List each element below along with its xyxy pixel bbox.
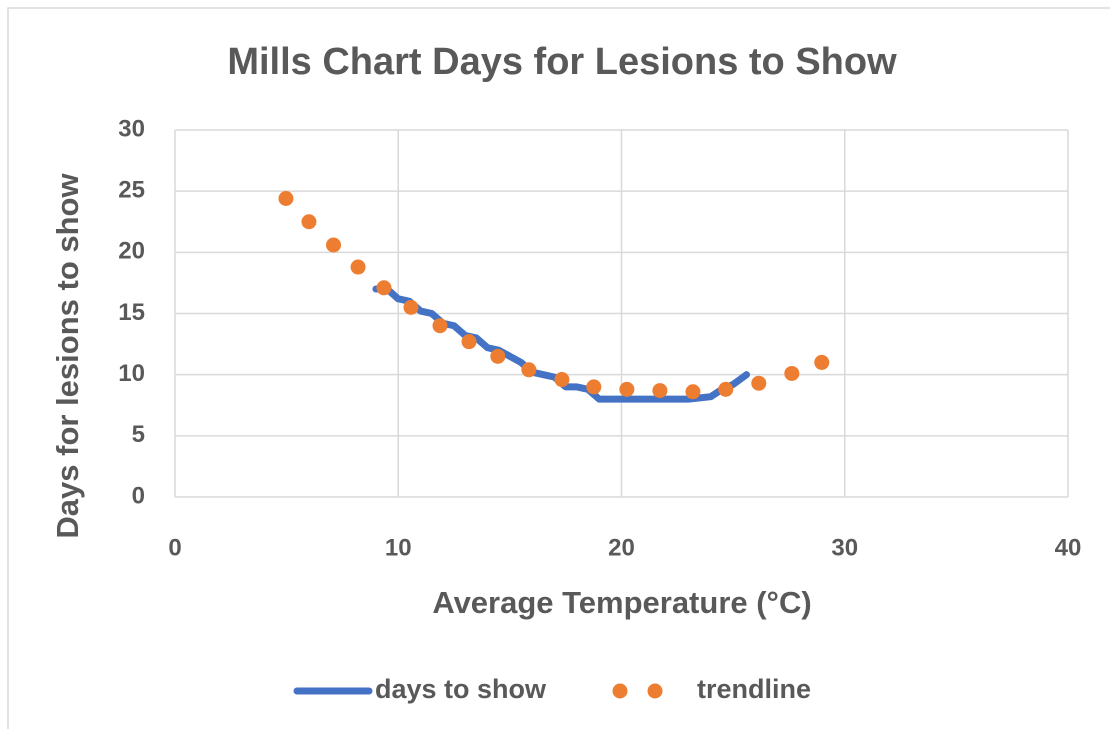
data-point — [814, 354, 830, 370]
data-point — [652, 383, 668, 399]
x-tick-label: 10 — [385, 534, 412, 561]
y-tick-label: 30 — [118, 115, 145, 142]
y-tick-label: 25 — [118, 177, 145, 204]
y-tick-label: 10 — [118, 360, 145, 387]
data-point — [461, 334, 477, 350]
data-point — [586, 379, 602, 395]
data-point — [490, 348, 506, 364]
data-point — [403, 299, 419, 315]
chart-frame — [7, 7, 1110, 729]
legend-label: trendline — [697, 674, 811, 704]
data-point — [718, 381, 734, 397]
x-tick-label: 40 — [1055, 534, 1082, 561]
data-point — [784, 365, 800, 381]
data-point — [301, 214, 317, 230]
y-tick-label: 20 — [118, 238, 145, 265]
x-tick-label: 20 — [608, 534, 635, 561]
legend-swatch — [647, 683, 663, 699]
chart-title: Mills Chart Days for Lesions to Show — [227, 41, 897, 83]
data-point — [554, 372, 570, 388]
y-axis-label: Days for lesions to show — [50, 173, 85, 539]
data-point — [521, 362, 537, 378]
data-point — [751, 375, 767, 391]
x-tick-label: 30 — [831, 534, 858, 561]
data-point — [432, 318, 448, 334]
y-tick-label: 5 — [132, 421, 145, 448]
legend-swatch — [612, 683, 628, 699]
data-point — [278, 191, 294, 207]
data-point — [619, 381, 635, 397]
y-tick-label: 15 — [118, 299, 145, 326]
data-point — [685, 384, 701, 400]
legend-label: days to show — [375, 674, 547, 704]
data-point — [376, 280, 392, 296]
x-tick-label: 0 — [168, 534, 181, 561]
y-tick-label: 0 — [132, 482, 145, 509]
data-point — [350, 259, 366, 275]
x-axis-label: Average Temperature (°C) — [432, 585, 811, 620]
data-point — [326, 237, 342, 253]
